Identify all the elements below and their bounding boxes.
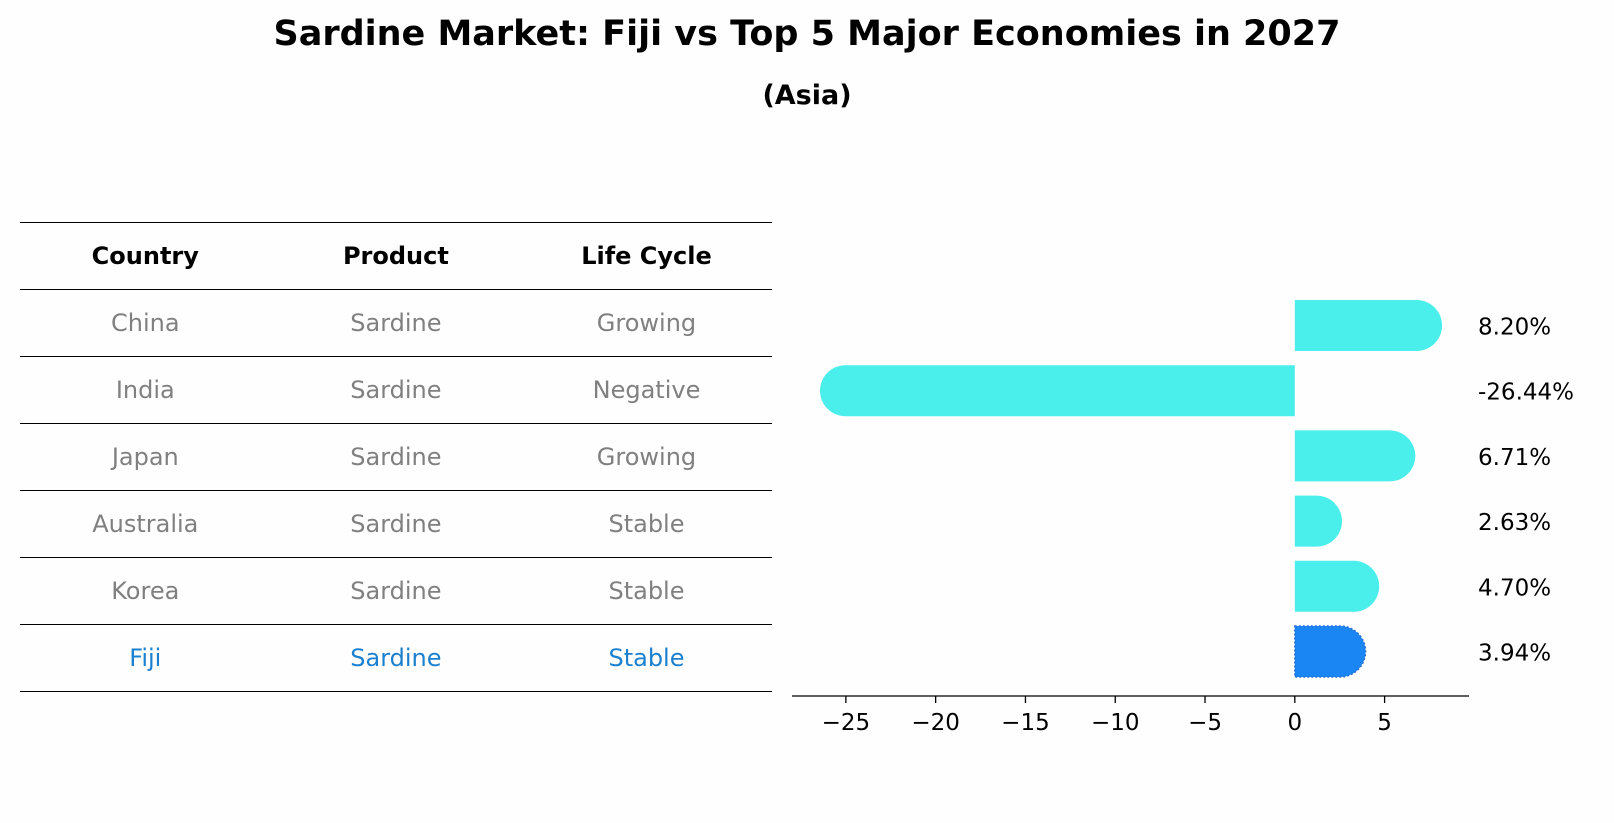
table-header-cell: Product xyxy=(342,242,449,270)
table-header-cell: Life Cycle xyxy=(581,242,712,270)
bar-value-label: 6.71% xyxy=(1478,445,1551,471)
x-tick-label: −25 xyxy=(822,710,871,736)
table-cell-country: Japan xyxy=(111,443,179,471)
table-cell-life-cycle: Stable xyxy=(608,577,685,605)
table-row: Australia Sardine Stable xyxy=(20,490,772,557)
table-cell-life-cycle: Growing xyxy=(596,443,697,471)
table-row: India Sardine Negative xyxy=(20,356,772,423)
table-cell-product: Sardine xyxy=(350,309,442,337)
table-cell-country: Korea xyxy=(111,577,180,605)
table-row: Korea Sardine Stable xyxy=(20,557,772,624)
table-cell-product: Sardine xyxy=(350,443,442,471)
bar-value-label: 3.94% xyxy=(1478,641,1551,667)
x-tick-label: 5 xyxy=(1377,710,1392,736)
comparison-table: Country Product Life Cycle China Sardine… xyxy=(20,222,772,692)
bar-australia xyxy=(1294,495,1343,547)
table-cell-product: Sardine xyxy=(350,577,442,605)
table-cell-life-cycle: Stable xyxy=(608,510,685,538)
bar-korea xyxy=(1294,560,1380,612)
chart-title: Sardine Market: Fiji vs Top 5 Major Econ… xyxy=(273,14,1341,54)
table-cell-life-cycle: Stable xyxy=(608,644,685,672)
bar-japan xyxy=(1294,430,1416,482)
bar-china xyxy=(1294,300,1443,351)
x-tick-label: 0 xyxy=(1287,710,1302,736)
table-header-cell: Country xyxy=(91,242,199,270)
table-cell-country: Fiji xyxy=(129,644,162,672)
table-cell-life-cycle: Growing xyxy=(596,309,697,337)
bar-fiji xyxy=(1294,625,1367,678)
table-row-highlight: Fiji Sardine Stable xyxy=(20,624,772,692)
x-tick-label: −15 xyxy=(1001,710,1050,736)
bar-value-label: 2.63% xyxy=(1478,510,1551,536)
bar-value-label: -26.44% xyxy=(1478,380,1574,406)
table-header-row: Country Product Life Cycle xyxy=(20,222,772,289)
table-cell-country: Australia xyxy=(92,510,199,538)
table-row: Japan Sardine Growing xyxy=(20,423,772,490)
table-cell-product: Sardine xyxy=(350,510,442,538)
x-tick-label: −10 xyxy=(1091,710,1140,736)
chart-subtitle: (Asia) xyxy=(762,80,852,111)
table-cell-product: Sardine xyxy=(350,376,442,404)
bar-india xyxy=(820,365,1295,417)
x-tick-label: −5 xyxy=(1188,710,1222,736)
table-cell-country: China xyxy=(111,309,180,337)
bar-value-label: 8.20% xyxy=(1478,315,1551,341)
table-cell-life-cycle: Negative xyxy=(592,376,701,404)
x-tick-label: −20 xyxy=(911,710,960,736)
table-cell-country: India xyxy=(115,376,175,404)
table-row: China Sardine Growing xyxy=(20,289,772,356)
table-cell-product: Sardine xyxy=(350,644,442,672)
bar-value-label: 4.70% xyxy=(1478,575,1551,601)
